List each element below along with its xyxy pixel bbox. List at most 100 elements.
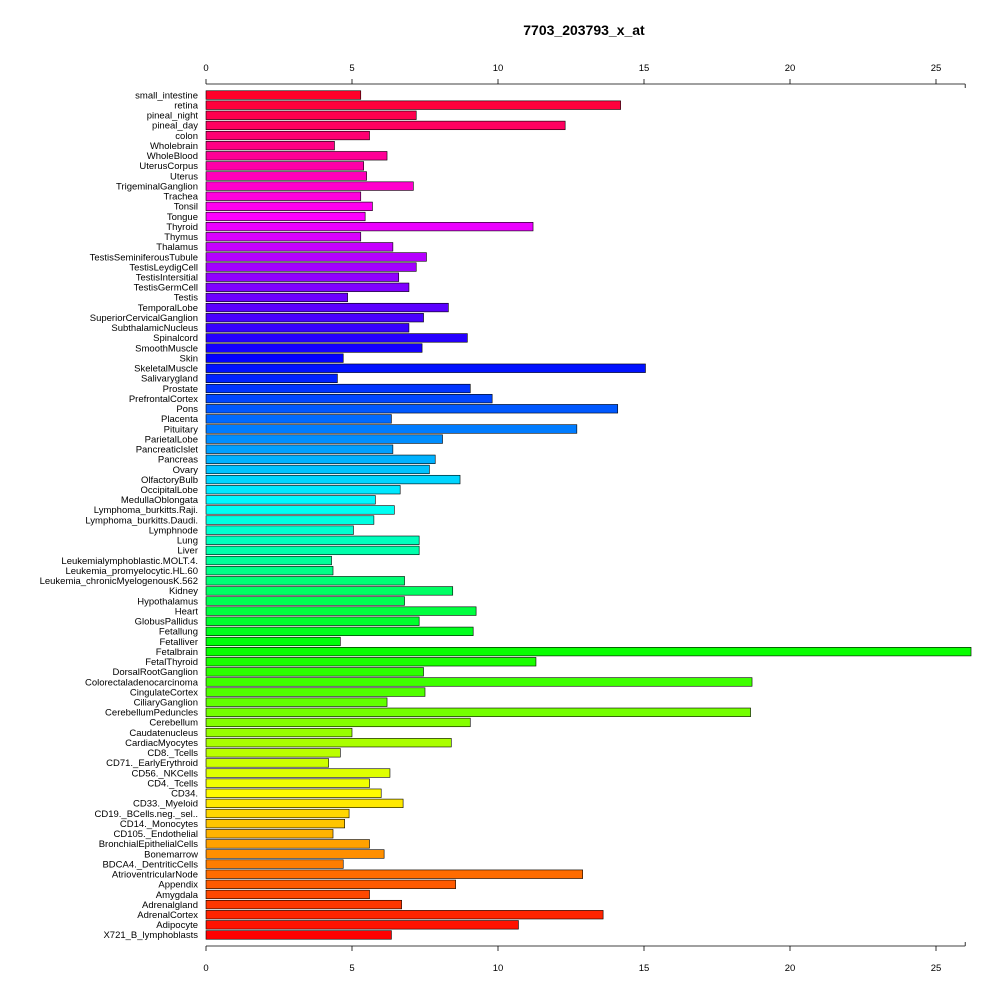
bar-CardiacMyocytes bbox=[205, 738, 452, 748]
bar-AtrioventricularNode bbox=[205, 869, 583, 879]
category-label: UterusCorpus bbox=[139, 161, 198, 172]
category-label: Fetalliver bbox=[159, 637, 198, 648]
bar-small_intestine bbox=[205, 90, 362, 100]
category-label: Salivarygland bbox=[141, 374, 198, 385]
bar-Trachea bbox=[205, 191, 362, 201]
category-label: BronchialEpithelialCells bbox=[99, 839, 199, 850]
category-label: Thymus bbox=[164, 232, 198, 243]
bar-Lymphoma_burkitts.Raji. bbox=[205, 505, 395, 515]
bar-PrefrontalCortex bbox=[205, 394, 493, 404]
tick-label: 0 bbox=[203, 63, 208, 74]
bar-Fetalbrain bbox=[205, 647, 972, 657]
category-label: Fetallung bbox=[159, 627, 198, 638]
category-label: MedullaOblongata bbox=[121, 495, 199, 506]
bar-Caudatenucleus bbox=[205, 727, 353, 738]
bar-WholeBlood bbox=[205, 151, 388, 161]
category-label: CD105._Endothelial bbox=[113, 829, 198, 840]
category-label: Fetalbrain bbox=[156, 647, 198, 658]
bar-BDCA4._DentriticCells bbox=[205, 859, 344, 869]
bar-Pituitary bbox=[205, 424, 578, 434]
category-label: pineal_day bbox=[152, 121, 198, 132]
category-label: CD14._Monocytes bbox=[120, 819, 198, 830]
category-label: CD4._Tcells bbox=[147, 778, 198, 789]
bar-SmoothMuscle bbox=[205, 343, 423, 353]
category-label: Appendix bbox=[158, 880, 198, 891]
category-label: SkeletalMuscle bbox=[134, 364, 198, 375]
bar-FetalThyroid bbox=[205, 657, 537, 667]
category-label: CD34. bbox=[171, 789, 198, 800]
category-label: pineal_night bbox=[147, 111, 199, 122]
bar-CD19._BCells.neg._sel.. bbox=[205, 808, 350, 819]
category-label: retina bbox=[174, 100, 198, 111]
category-label: Ovary bbox=[173, 465, 199, 476]
category-label: FetalThyroid bbox=[145, 657, 198, 668]
category-label: CD8._Tcells bbox=[147, 748, 198, 759]
category-label: Leukemia_chronicMyelogenousK.562 bbox=[40, 576, 198, 587]
bar-TrigeminalGanglion bbox=[205, 181, 414, 191]
category-label: Lymphnode bbox=[149, 525, 198, 536]
category-label: Liver bbox=[177, 546, 198, 557]
category-label: OlfactoryBulb bbox=[141, 475, 198, 486]
bar-Fetalliver bbox=[205, 636, 341, 647]
tick-label: 15 bbox=[639, 963, 650, 974]
bar-SubthalamicNucleus bbox=[205, 323, 410, 333]
bar-CD71._EarlyErythroid bbox=[205, 758, 329, 768]
bar-pineal_day bbox=[205, 120, 566, 131]
category-label: Placenta bbox=[161, 414, 199, 425]
bar-TestisIntersitial bbox=[205, 272, 400, 282]
category-label: CiliaryGanglion bbox=[134, 698, 198, 709]
bar-Thalamus bbox=[205, 242, 394, 252]
category-label: Adrenalgland bbox=[142, 900, 198, 911]
tick-label: 10 bbox=[493, 63, 504, 74]
bar-TemporalLobe bbox=[205, 302, 449, 313]
bar-OccipitalLobe bbox=[205, 485, 401, 495]
category-label: Caudatenucleus bbox=[129, 728, 198, 739]
category-label: CD56._NKCells bbox=[131, 768, 198, 779]
bar-Testis bbox=[205, 292, 348, 303]
bar-TestisGermCell bbox=[205, 282, 410, 292]
category-label: CerebellumPeduncles bbox=[105, 708, 198, 719]
bar-pineal_night bbox=[205, 110, 417, 120]
bar-Fetallung bbox=[205, 626, 474, 636]
bar-Pons bbox=[205, 404, 619, 414]
top-x-axis: 0 5 10 15 20 25 bbox=[203, 63, 966, 88]
category-labels: small_intestineretinapineal_nightpineal_… bbox=[40, 90, 199, 941]
bar-BronchialEpithelialCells bbox=[205, 839, 370, 849]
category-label: X721_B_lymphoblasts bbox=[103, 930, 198, 941]
bar-Skin bbox=[205, 353, 344, 363]
category-label: Prostate bbox=[163, 384, 198, 395]
bar-CD105._Endothelial bbox=[205, 829, 334, 839]
bar-CiliaryGanglion bbox=[205, 697, 388, 707]
category-label: GlobusPallidus bbox=[135, 617, 199, 628]
bar-Lymphnode bbox=[205, 525, 354, 535]
category-label: Uterus bbox=[170, 171, 198, 182]
category-label: Tongue bbox=[167, 212, 198, 223]
bar-CD34. bbox=[205, 788, 382, 798]
category-label: TestisLeydigCell bbox=[129, 262, 198, 273]
tick-label: 20 bbox=[785, 63, 796, 74]
bar-Tonsil bbox=[205, 201, 373, 211]
category-label: TestisIntersitial bbox=[136, 273, 198, 284]
tick-label: 10 bbox=[493, 963, 504, 974]
chart-title: 7703_203793_x_at bbox=[523, 22, 645, 38]
bar-Cerebellum bbox=[205, 717, 471, 728]
bar-CD4._Tcells bbox=[205, 778, 370, 788]
bar-Uterus bbox=[205, 171, 367, 181]
category-label: WholeBlood bbox=[147, 151, 198, 162]
category-label: Skin bbox=[180, 353, 198, 364]
bar-ParietalLobe bbox=[205, 434, 443, 444]
bar-PancreaticIslet bbox=[205, 444, 394, 454]
tick-label: 20 bbox=[785, 963, 796, 974]
category-label: Lymphoma_burkitts.Daudi. bbox=[85, 515, 198, 526]
category-label: DorsalRootGanglion bbox=[112, 667, 198, 678]
bar-Adipocyte bbox=[205, 920, 519, 930]
category-label: PrefrontalCortex bbox=[129, 394, 198, 405]
tick-label: 0 bbox=[203, 963, 208, 974]
bar-Bonemarrow bbox=[205, 849, 385, 859]
bar-Heart bbox=[205, 606, 477, 616]
bar-Leukemia_chronicMyelogenousK.562 bbox=[205, 576, 405, 586]
category-label: BDCA4._DentriticCells bbox=[102, 859, 198, 870]
category-label: Pancreas bbox=[158, 455, 198, 466]
